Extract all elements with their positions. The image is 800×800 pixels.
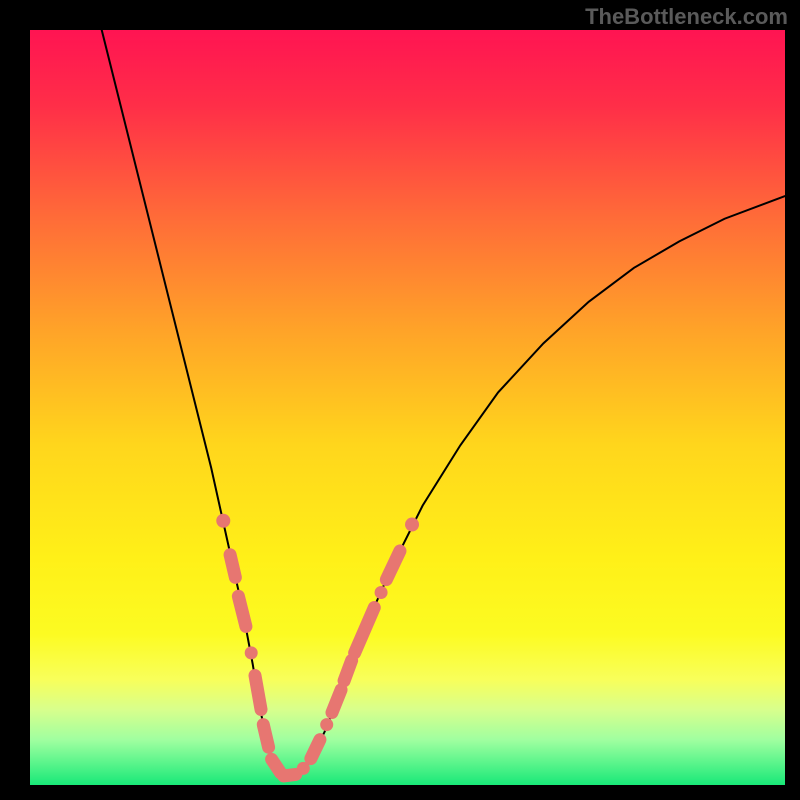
marker-capsule [311, 740, 320, 759]
marker-capsule [255, 676, 261, 710]
marker-dot [245, 646, 258, 659]
marker-capsule [238, 596, 246, 626]
marker-dot [375, 586, 388, 599]
marker-capsule [344, 660, 352, 680]
chart-container: TheBottleneck.com [0, 0, 800, 800]
marker-capsule [284, 774, 296, 776]
plot-area [30, 30, 785, 785]
marker-dot [216, 514, 230, 528]
marker-capsule [332, 690, 341, 713]
plot-svg [30, 30, 785, 785]
marker-dot [320, 718, 333, 731]
plot-background [30, 30, 785, 785]
marker-dot [405, 518, 419, 532]
marker-capsule [263, 725, 268, 748]
marker-capsule [230, 555, 235, 578]
watermark-text: TheBottleneck.com [585, 4, 788, 30]
marker-capsule [272, 759, 281, 773]
